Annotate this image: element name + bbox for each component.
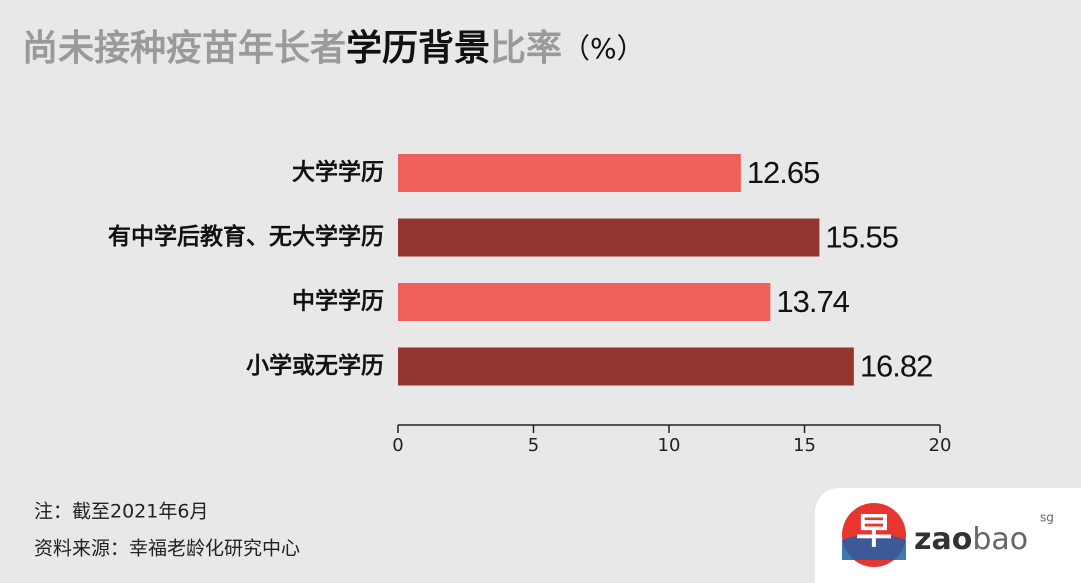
y-tick-label: 有中学后教育、无大学学历 — [108, 223, 384, 250]
logo-text-b: bao — [972, 522, 1028, 557]
x-tick-label: 0 — [392, 435, 403, 456]
note: 注：截至2021年6月 — [34, 501, 208, 523]
bar — [398, 218, 820, 257]
bar — [398, 283, 771, 321]
y-tick-label: 大学学历 — [292, 159, 384, 186]
logo-mark: 早 — [856, 511, 892, 552]
y-tick-label: 小学或无学历 — [246, 352, 384, 379]
value-label: 12.65 — [747, 155, 820, 190]
logo-text: zaobao — [914, 522, 1028, 557]
logo-text-a: zao — [914, 522, 972, 557]
x-tick-label: 10 — [658, 435, 681, 456]
bar — [398, 347, 854, 386]
title-part: （%） — [562, 32, 645, 65]
logo-wave — [842, 534, 906, 560]
value-label: 16.82 — [860, 349, 933, 384]
logo-sup: sg — [1040, 511, 1054, 525]
x-tick-label: 20 — [929, 435, 952, 456]
title-part: 尚未接种疫苗年长者 — [22, 28, 346, 69]
value-label: 13.74 — [776, 284, 849, 319]
value-label: 15.55 — [825, 220, 898, 255]
source: 资料来源：幸福老龄化研究中心 — [34, 538, 300, 560]
y-tick-label: 中学学历 — [292, 288, 384, 315]
title-part: 学历背景 — [346, 27, 490, 69]
bar — [398, 154, 741, 192]
chart-title: 尚未接种疫苗年长者学历背景比率（%） — [22, 27, 645, 69]
x-tick-label: 5 — [528, 435, 539, 456]
x-tick-label: 15 — [793, 435, 816, 456]
title-part: 比率 — [490, 28, 562, 69]
